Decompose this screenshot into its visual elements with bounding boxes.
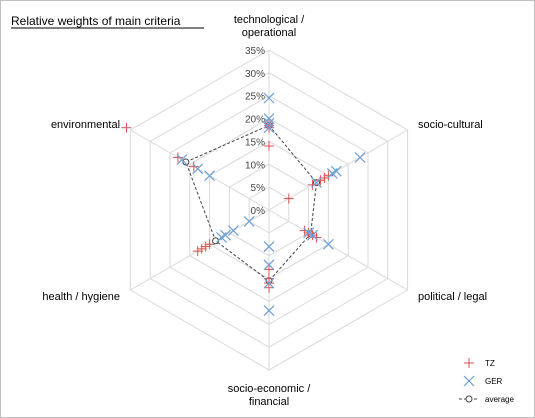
legend: TZ GER average [459, 358, 514, 404]
x-b [263, 113, 275, 124]
axis-spoke-2 [268, 209, 408, 291]
tz-point [264, 282, 274, 293]
tz-point [196, 243, 207, 254]
tick-label: 0% [251, 206, 266, 217]
x-b [227, 225, 239, 236]
x-b [263, 122, 275, 134]
axis-label: health / hygiene [42, 291, 120, 303]
x-b [322, 238, 334, 250]
tick-label: 10% [245, 160, 265, 171]
ger-point [263, 259, 275, 271]
tz-point [315, 175, 326, 186]
ger-point [307, 229, 318, 241]
x-b [330, 165, 342, 177]
series-markers [121, 92, 366, 316]
x-b [263, 259, 275, 271]
axis-label: socio-cultural [418, 119, 483, 131]
tz-point [188, 161, 199, 172]
tick-label: 25% [245, 92, 265, 103]
ger-point [263, 92, 275, 104]
x-b [263, 92, 275, 104]
ger-point [354, 152, 366, 163]
ger-point [216, 232, 227, 243]
x-b [204, 170, 216, 182]
ger-point [263, 277, 275, 289]
ger-point [330, 165, 342, 177]
axis-spoke-4 [130, 209, 270, 291]
tz-point [192, 246, 203, 257]
average-line [185, 124, 318, 282]
chart-title: Relative weights of main criteria [11, 14, 181, 28]
x-b [263, 117, 275, 129]
ger-point [204, 170, 216, 182]
x-b [263, 277, 275, 289]
axis-label: financial [249, 396, 289, 408]
axis-label: technological / [234, 14, 305, 26]
tz-point [307, 179, 318, 190]
tz-point [204, 239, 215, 250]
average-point [182, 158, 190, 166]
legend-marker-average [465, 395, 473, 403]
x-b [307, 229, 318, 241]
radial-ticks: 0% 5% 10% 15% 20% 25% 30% 35% [245, 46, 265, 217]
tz-point [200, 241, 211, 252]
x-b [463, 375, 475, 387]
tz-point [264, 141, 274, 151]
ger-point [243, 216, 255, 227]
x-b [263, 305, 275, 316]
x-b [192, 163, 204, 175]
legend-label: TZ [485, 359, 495, 368]
legend-label: GER [485, 377, 503, 386]
x-b [243, 216, 255, 227]
x-b [263, 241, 275, 252]
ger-point [263, 305, 275, 316]
x-b [216, 232, 227, 243]
tz-point [264, 264, 274, 275]
ger-point [263, 113, 275, 124]
axis-label: political / legal [418, 291, 487, 303]
ger-point [227, 225, 239, 236]
tz-point [121, 122, 132, 133]
tick-label: 30% [245, 69, 265, 80]
legend-label: average [485, 395, 514, 404]
ger-point [263, 241, 275, 252]
x-b [303, 227, 315, 239]
legend-marker-tz [464, 358, 474, 368]
axis-label: environmental [51, 119, 120, 131]
ger-point [311, 177, 322, 188]
tz-point [283, 193, 294, 204]
ger-point [263, 122, 275, 134]
x-b [176, 154, 188, 166]
ger-point [192, 163, 204, 175]
ger-point [176, 154, 188, 166]
tick-label: 15% [245, 137, 265, 148]
ger-point [322, 238, 334, 250]
x-b [311, 177, 322, 188]
tick-label: 35% [245, 46, 265, 57]
tick-label: 5% [251, 183, 266, 194]
tz-point [172, 152, 183, 163]
axis-labels: technological /operational socio-cultural… [42, 14, 487, 408]
axis-label: socio-economic / [228, 383, 311, 395]
ger-point [263, 117, 275, 129]
x-b [354, 152, 366, 163]
tick-label: 20% [245, 115, 265, 126]
legend-marker-ger [463, 375, 475, 387]
axis-label: operational [242, 27, 296, 39]
